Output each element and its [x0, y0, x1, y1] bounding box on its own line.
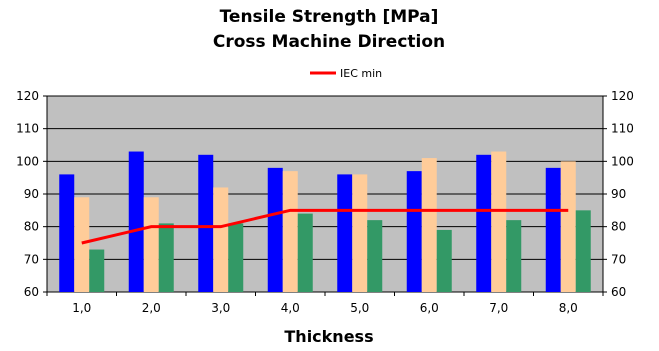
x-tick-label: 2,0	[142, 301, 161, 315]
y-tick-label-right: 110	[611, 122, 634, 136]
bar-series2-6	[421, 158, 437, 292]
legend: IEC min	[310, 67, 382, 80]
bar-series2-7	[491, 151, 507, 292]
x-axis: 1,0 2,0 3,0 4,0 5,0 6,0 7,0 8,0	[46, 292, 604, 315]
x-axis-label: Thickness	[284, 327, 373, 346]
y-tick-label-left: 70	[24, 252, 39, 266]
y-axis-left: 60 70 80 90 100 110 120	[16, 89, 47, 299]
x-tick-label: 3,0	[211, 301, 230, 315]
bar-series1-2	[128, 151, 144, 292]
iec-min-line	[81, 208, 569, 245]
x-tick-label: 8,0	[559, 301, 578, 315]
bar-series3-4	[297, 213, 313, 292]
y-tick-label-left: 120	[16, 89, 39, 103]
y-axis-right: 60 70 80 90 100 110 120	[603, 89, 634, 299]
bars	[59, 151, 591, 292]
bar-series1-6	[406, 171, 422, 292]
y-tick-label-left: 110	[16, 122, 39, 136]
y-tick-label-right: 120	[611, 89, 634, 103]
y-tick-label-left: 90	[24, 187, 39, 201]
bar-series2-3	[213, 187, 229, 292]
line-series	[81, 208, 569, 245]
x-tick-label: 4,0	[281, 301, 300, 315]
x-tick-label: 7,0	[489, 301, 508, 315]
x-tick-label: 6,0	[420, 301, 439, 315]
y-tick-label-right: 70	[611, 252, 626, 266]
bar-series3-3	[228, 223, 244, 292]
bar-series3-5	[367, 220, 383, 292]
bar-series1-3	[198, 154, 214, 292]
y-tick-label-left: 100	[16, 154, 39, 168]
bar-series3-8	[575, 210, 591, 292]
bar-series3-1	[89, 249, 105, 292]
bar-series2-1	[74, 197, 90, 292]
bar-series2-2	[143, 197, 159, 292]
y-tick-label-right: 100	[611, 154, 634, 168]
bar-series3-6	[436, 229, 452, 292]
y-tick-label-left: 80	[24, 220, 39, 234]
bar-series1-5	[337, 174, 353, 292]
y-tick-label-right: 60	[611, 285, 626, 299]
bar-series1-4	[267, 167, 283, 292]
bar-series3-7	[506, 220, 522, 292]
x-tick-label: 5,0	[350, 301, 369, 315]
bar-series1-1	[59, 174, 75, 292]
bar-series1-7	[476, 154, 492, 292]
bar-series2-8	[560, 161, 576, 292]
bar-series2-5	[352, 174, 368, 292]
legend-label-iec-min: IEC min	[340, 67, 382, 80]
y-tick-label-left: 60	[24, 285, 39, 299]
bar-series2-4	[282, 171, 298, 292]
chart-title: Tensile Strength [MPa]	[220, 7, 439, 27]
chart-subtitle: Cross Machine Direction	[213, 32, 445, 52]
y-tick-label-right: 80	[611, 220, 626, 234]
bar-series1-8	[545, 167, 561, 292]
x-tick-label: 1,0	[72, 301, 91, 315]
y-tick-label-right: 90	[611, 187, 626, 201]
bar-series3-2	[158, 223, 174, 292]
